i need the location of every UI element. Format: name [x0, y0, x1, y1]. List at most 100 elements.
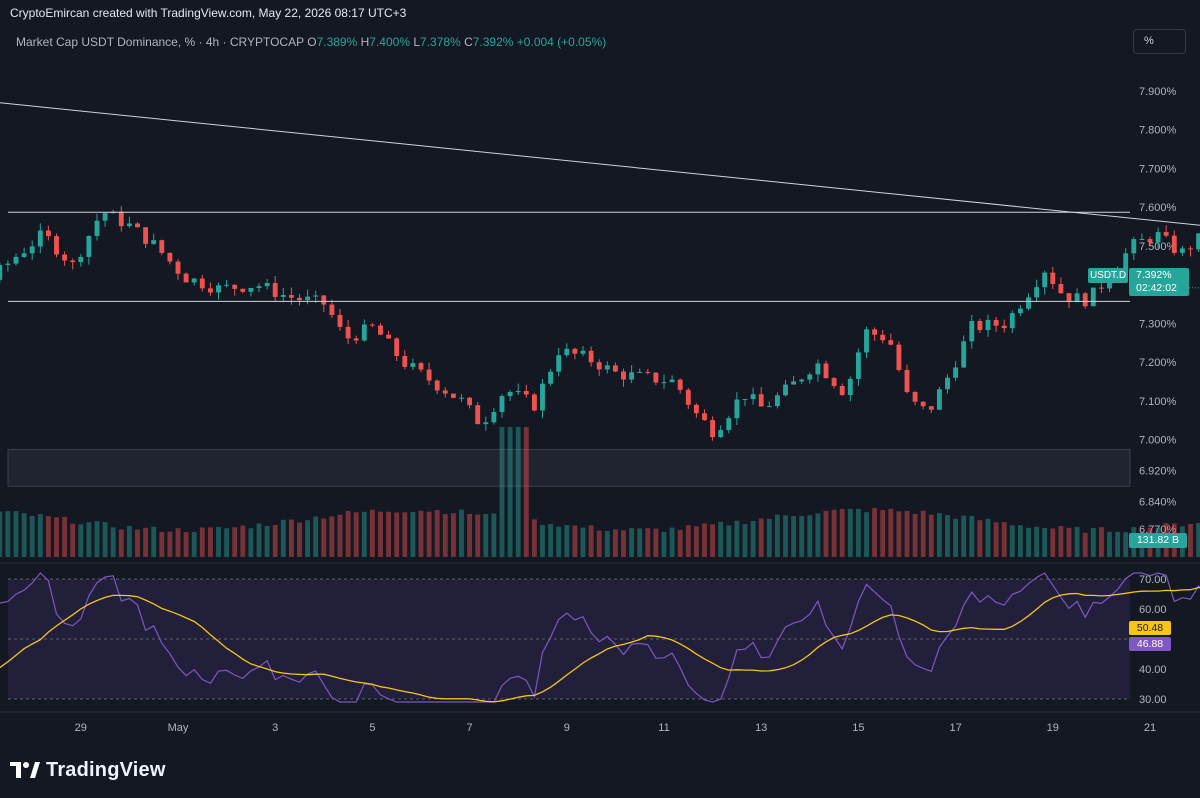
candle-body [167, 252, 173, 262]
candle-body [912, 391, 918, 402]
candle-body [1107, 280, 1112, 289]
candle-body [596, 362, 602, 370]
candle-body [1188, 248, 1193, 250]
time-tick-label: May [168, 722, 189, 734]
volume-bar [637, 528, 643, 557]
volume-bar [888, 508, 894, 557]
rsi-tick-label: 70.00 [1139, 574, 1167, 586]
candle-body [54, 236, 59, 255]
volume-bar [353, 512, 359, 557]
volume-bar [426, 511, 432, 557]
candle-body [621, 371, 626, 380]
candle-body [831, 378, 837, 386]
rsi-tick-label: 40.00 [1139, 664, 1167, 676]
volume-bar [361, 511, 367, 557]
volume-bar [345, 511, 351, 557]
candle-body [523, 390, 529, 395]
volume-bar [102, 522, 108, 557]
candle-body [159, 240, 165, 253]
volume-bar [248, 528, 254, 557]
candle-body [313, 295, 319, 297]
volume-bar [1107, 531, 1112, 557]
volume-bar [523, 427, 529, 557]
volume-bar [1026, 527, 1031, 557]
symbol-title[interactable]: Market Cap USDT Dominance, % · 4h · CRYP… [16, 35, 304, 49]
volume-bar [1017, 525, 1023, 557]
volume-bar [1001, 522, 1007, 557]
volume-bar [661, 531, 667, 557]
volume-bar [272, 524, 278, 557]
candle-body [240, 288, 246, 292]
volume-bar [612, 529, 618, 557]
candle-body [491, 412, 497, 423]
candle-body [175, 261, 181, 274]
volume-bar [1074, 527, 1080, 557]
volume-bar [815, 513, 821, 557]
time-tick-label: 5 [369, 722, 375, 734]
candle-body [685, 389, 691, 405]
candle-body [13, 256, 19, 264]
price-tick-label: 7.200% [1139, 357, 1177, 369]
candle-body [1074, 293, 1080, 303]
volume-bar [969, 515, 975, 557]
volume-bar [499, 427, 505, 557]
legend-line: Market Cap USDT Dominance, % · 4h · CRYP… [16, 35, 606, 49]
candle-body [572, 348, 578, 354]
candle-body [191, 278, 197, 283]
volume-bar [912, 513, 918, 557]
volume-bar [872, 507, 878, 557]
candle-body [1026, 297, 1031, 309]
volume-bar [855, 508, 861, 557]
volume-bar [669, 527, 675, 557]
time-tick-label: 7 [467, 722, 473, 734]
volume-bar [297, 522, 302, 557]
volume-bar [86, 522, 92, 557]
volume-bar [434, 510, 440, 557]
volume-bar [1066, 527, 1072, 557]
high-value: 7.400% [369, 35, 410, 49]
candle-body [629, 372, 635, 380]
volume-bar [450, 513, 456, 557]
candle-body [1034, 287, 1040, 298]
candle-body [766, 406, 772, 408]
candle-body [556, 355, 562, 372]
candle-body [475, 405, 481, 425]
candle-body [872, 329, 878, 335]
volume-bar [677, 529, 683, 557]
candle-body [321, 295, 327, 305]
candle-body [1131, 239, 1137, 254]
percent-scale-button[interactable]: % [1133, 29, 1186, 54]
candle-body [799, 379, 805, 382]
volume-bar [159, 532, 165, 557]
volume-bar [329, 516, 335, 557]
candle-body [1066, 293, 1072, 303]
close-value: 7.392% [472, 35, 514, 49]
candle-body [345, 326, 351, 339]
volume-bar [475, 514, 481, 557]
volume-bar [531, 519, 537, 557]
candle-body [540, 383, 545, 411]
candle-body [807, 374, 813, 380]
volume-bar [774, 514, 780, 557]
price-tick-label: 6.840% [1139, 497, 1177, 509]
candle-body [515, 390, 521, 393]
volume-bar [337, 514, 343, 557]
candle-body [920, 401, 926, 407]
candle-body [693, 404, 699, 414]
volume-bar [167, 531, 173, 557]
tradingview-logo[interactable]: TradingView [10, 758, 166, 782]
volume-bar [386, 511, 392, 557]
volume-bar [143, 527, 149, 557]
rsi-ma-badge: 50.48 [1129, 621, 1171, 635]
candle-body [37, 230, 43, 247]
rsi-line [0, 572, 1200, 703]
volume-bar [256, 523, 262, 557]
candle-body [1090, 287, 1096, 307]
candle-body [661, 382, 667, 384]
volume-bar [572, 525, 578, 557]
candle-body [434, 380, 440, 391]
volume-bar [467, 513, 473, 557]
logo-text: TradingView [46, 758, 166, 781]
volume-bar [880, 510, 886, 557]
